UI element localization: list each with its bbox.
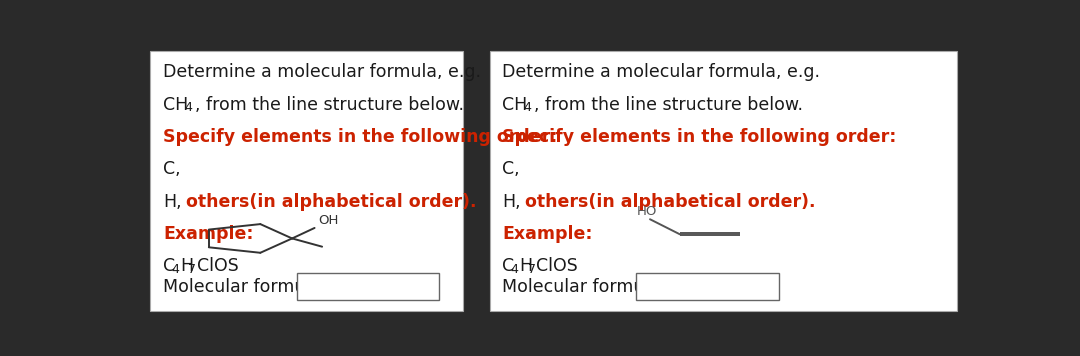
FancyBboxPatch shape [297,273,440,300]
Text: CH: CH [163,96,188,114]
Text: ClOS: ClOS [197,257,239,275]
Text: Molecular formula: Molecular formula [163,278,321,296]
Text: H: H [519,257,532,275]
Text: others(in alphabetical order).: others(in alphabetical order). [519,193,815,211]
Text: C: C [163,257,175,275]
Text: 4: 4 [511,263,518,276]
Text: HO: HO [636,205,657,218]
Text: H,: H, [163,193,181,211]
FancyBboxPatch shape [636,273,779,300]
Bar [490,51,957,312]
Text: Example:: Example: [502,225,593,243]
Text: H: H [179,257,193,275]
Text: C: C [502,257,514,275]
Text: 4: 4 [184,101,192,114]
Text: Specify elements in the following order:: Specify elements in the following order: [163,128,557,146]
Text: H,: H, [502,193,521,211]
Text: Molecular formula: Molecular formula [502,278,660,296]
Text: Example:: Example: [163,225,254,243]
Text: Specify elements in the following order:: Specify elements in the following order: [502,128,896,146]
Text: C,: C, [163,160,180,178]
Text: OH: OH [318,214,338,226]
Text: ClOS: ClOS [536,257,578,275]
Text: C,: C, [502,160,521,178]
Text: Determine a molecular formula, e.g.: Determine a molecular formula, e.g. [502,63,821,81]
Text: 4: 4 [524,101,531,114]
Bar [150,51,463,312]
Text: CH: CH [502,96,528,114]
Text: , from the line structure below.: , from the line structure below. [535,96,804,114]
Text: 4: 4 [172,263,179,276]
Text: others(in alphabetical order).: others(in alphabetical order). [179,193,476,211]
Text: 7: 7 [188,263,197,276]
Text: Determine a molecular formula, e.g.: Determine a molecular formula, e.g. [163,63,481,81]
Text: 7: 7 [527,263,536,276]
Text: , from the line structure below.: , from the line structure below. [194,96,463,114]
